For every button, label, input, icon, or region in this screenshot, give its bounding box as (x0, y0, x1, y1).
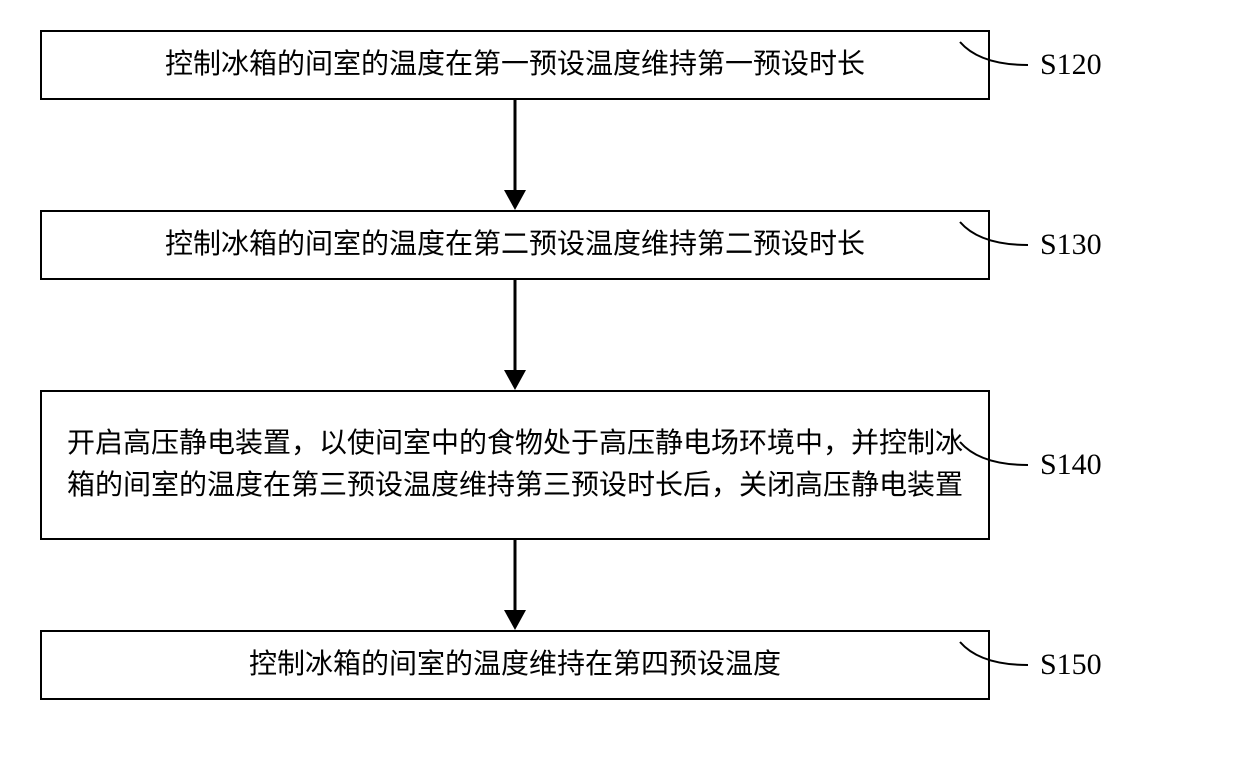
flow-arrow (40, 280, 990, 390)
flow-box-s150: 控制冰箱的间室的温度维持在第四预设温度 (40, 630, 990, 700)
flow-box-s120: 控制冰箱的间室的温度在第一预设温度维持第一预设时长 (40, 30, 990, 100)
arrow-down-icon (500, 540, 530, 630)
flow-step: 控制冰箱的间室的温度维持在第四预设温度 S150 (40, 630, 1200, 700)
flow-step: 开启高压静电装置，以使间室中的食物处于高压静电场环境中，并控制冰箱的间室的温度在… (40, 390, 1200, 540)
flowchart-container: 控制冰箱的间室的温度在第一预设温度维持第一预设时长 S120 控制冰箱的间室的温… (40, 30, 1200, 700)
flow-box-s140: 开启高压静电装置，以使间室中的食物处于高压静电场环境中，并控制冰箱的间室的温度在… (40, 390, 990, 540)
step-label: S130 (1040, 228, 1102, 262)
flow-box-text: 控制冰箱的间室的温度维持在第四预设温度 (249, 644, 781, 686)
flow-box-text: 开启高压静电装置，以使间室中的食物处于高压静电场环境中，并控制冰箱的间室的温度在… (66, 423, 964, 507)
flow-arrow (40, 540, 990, 630)
flow-step: 控制冰箱的间室的温度在第二预设温度维持第二预设时长 S130 (40, 210, 1200, 280)
arrow-down-icon (500, 100, 530, 210)
flow-step: 控制冰箱的间室的温度在第一预设温度维持第一预设时长 S120 (40, 30, 1200, 100)
step-label: S120 (1040, 48, 1102, 82)
arrow-down-icon (500, 280, 530, 390)
flow-box-text: 控制冰箱的间室的温度在第二预设温度维持第二预设时长 (165, 224, 865, 266)
step-label: S140 (1040, 448, 1102, 482)
flow-box-text: 控制冰箱的间室的温度在第一预设温度维持第一预设时长 (165, 44, 865, 86)
step-label: S150 (1040, 648, 1102, 682)
flow-box-s130: 控制冰箱的间室的温度在第二预设温度维持第二预设时长 (40, 210, 990, 280)
flow-arrow (40, 100, 990, 210)
